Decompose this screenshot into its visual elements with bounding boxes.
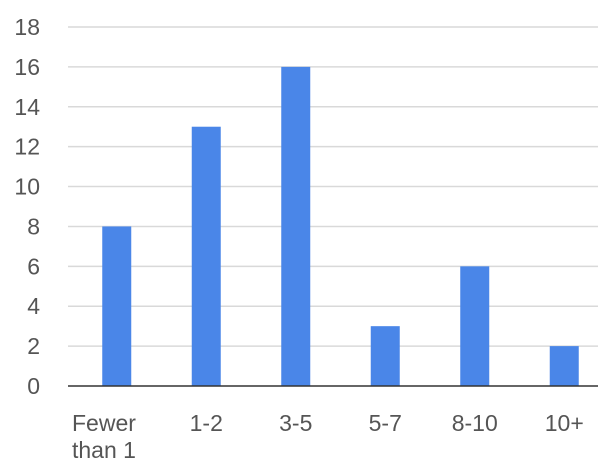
y-tick-label: 12 xyxy=(14,134,40,160)
x-category-label: 8-10 xyxy=(452,410,498,436)
bar xyxy=(370,326,400,386)
y-tick-label: 8 xyxy=(27,213,40,239)
y-tick-label: 14 xyxy=(14,94,40,120)
x-category-label: 1-2 xyxy=(190,410,223,436)
bar xyxy=(191,126,221,386)
bar xyxy=(281,66,311,386)
y-axis-tick-labels: 0 2 4 6 8 10 12 14 16 18 xyxy=(14,14,40,399)
x-category-label: 10+ xyxy=(545,410,584,436)
y-tick-label: 4 xyxy=(27,293,40,319)
y-tick-label: 18 xyxy=(14,14,40,40)
x-axis-category-labels: Fewer than 1 1-2 3-5 5-7 8-10 10+ xyxy=(72,410,584,463)
x-category-label: Fewer than 1 xyxy=(72,410,136,463)
y-tick-label: 0 xyxy=(27,373,40,399)
bar xyxy=(460,266,490,386)
x-category-label: 3-5 xyxy=(279,410,312,436)
bar xyxy=(549,346,579,386)
y-tick-label: 6 xyxy=(27,253,40,279)
bar xyxy=(102,226,132,386)
bars xyxy=(102,66,579,386)
y-tick-label: 10 xyxy=(14,174,40,200)
y-tick-label: 2 xyxy=(27,333,40,359)
gridlines xyxy=(68,26,598,347)
x-category-label: 5-7 xyxy=(369,410,402,436)
y-tick-label: 16 xyxy=(14,54,40,80)
